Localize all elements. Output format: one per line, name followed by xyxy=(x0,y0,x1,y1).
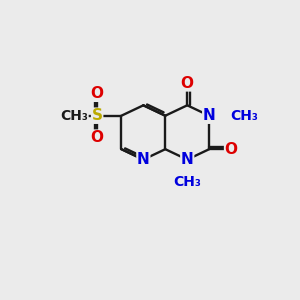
Text: O: O xyxy=(181,76,194,91)
Text: S: S xyxy=(92,108,103,123)
Text: CH₃: CH₃ xyxy=(230,109,258,123)
Text: CH₃: CH₃ xyxy=(173,175,201,188)
Text: N: N xyxy=(203,108,216,123)
Text: O: O xyxy=(225,142,238,157)
Text: CH₃: CH₃ xyxy=(60,109,88,123)
Text: O: O xyxy=(91,130,104,145)
Text: N: N xyxy=(137,152,150,167)
Text: O: O xyxy=(91,86,104,101)
Text: N: N xyxy=(181,152,194,167)
